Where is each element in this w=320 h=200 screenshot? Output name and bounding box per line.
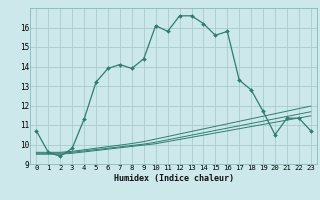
X-axis label: Humidex (Indice chaleur): Humidex (Indice chaleur)	[114, 174, 234, 183]
